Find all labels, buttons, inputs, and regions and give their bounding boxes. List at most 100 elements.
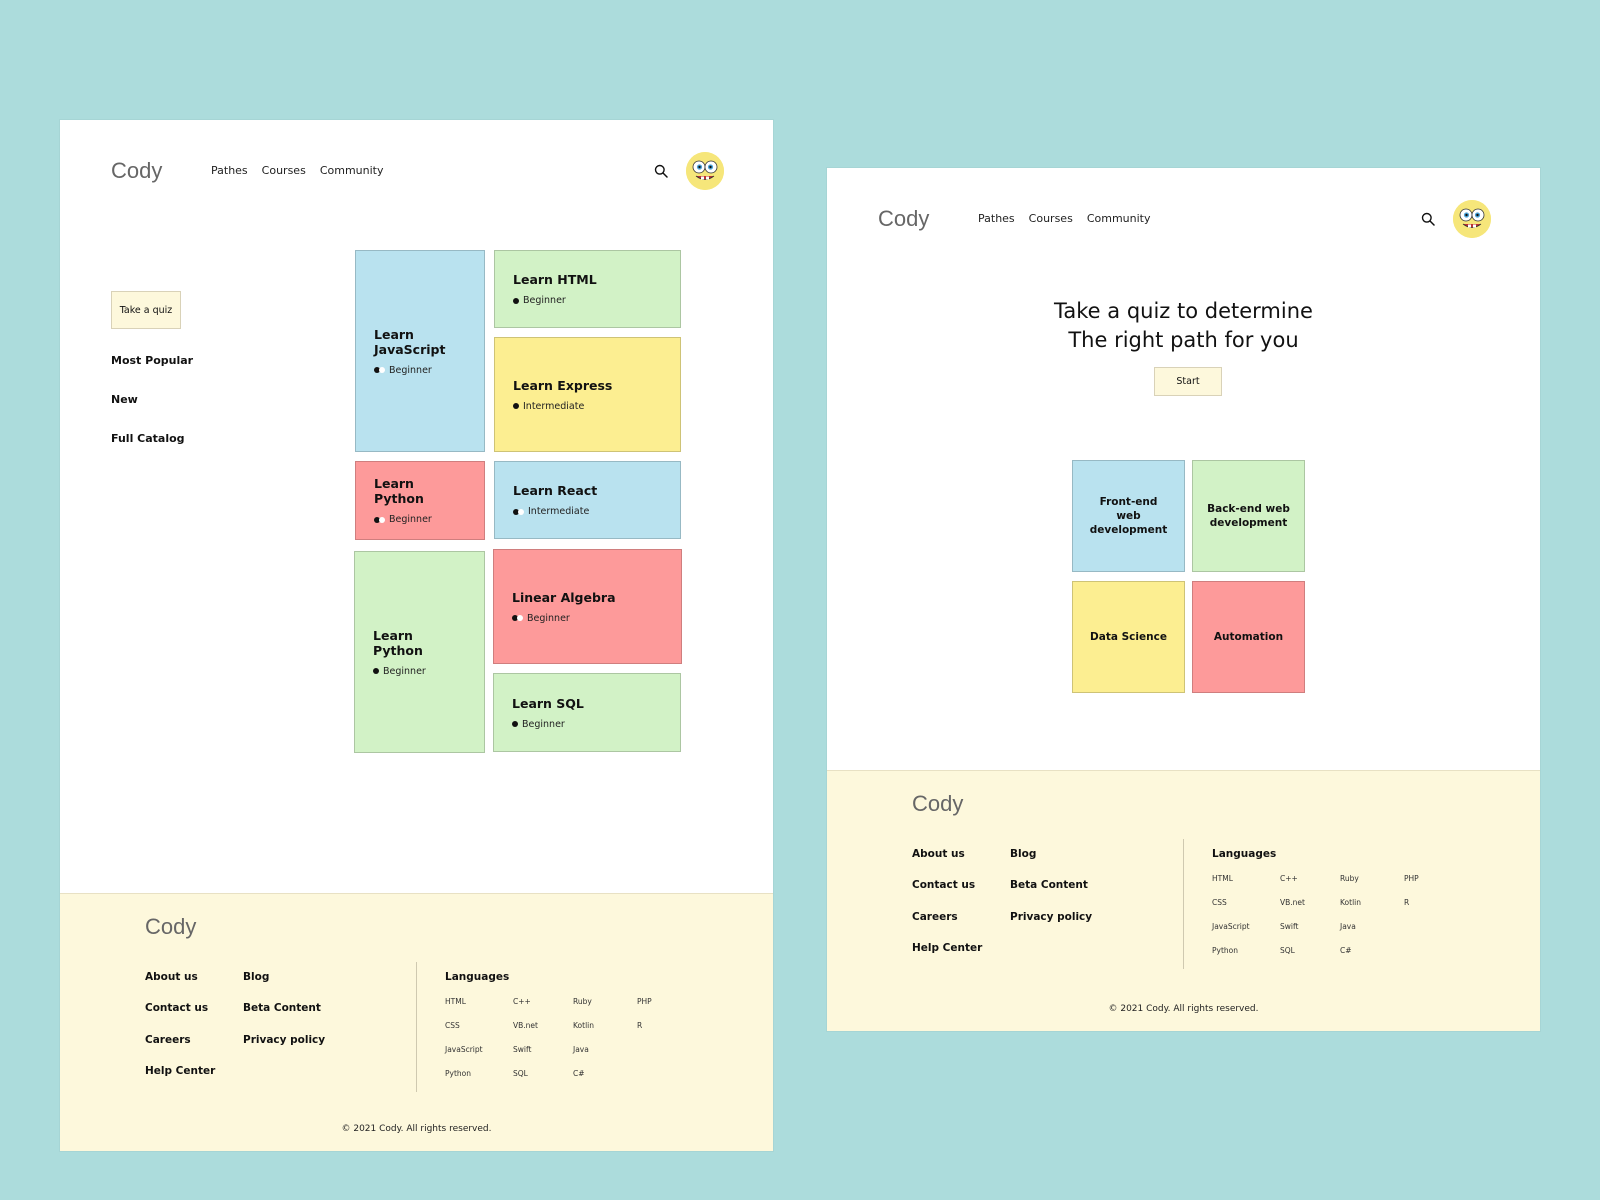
course-card[interactable]: Learn Python Beginner bbox=[355, 461, 485, 540]
course-level-label: Beginner bbox=[522, 718, 565, 730]
lang-link[interactable]: Ruby bbox=[1340, 874, 1359, 883]
lang-link[interactable]: Swift bbox=[513, 1045, 532, 1054]
level-dots-icon bbox=[373, 668, 379, 674]
course-card[interactable]: Learn HTML Beginner bbox=[494, 250, 681, 328]
lang-link[interactable]: CSS bbox=[1212, 898, 1227, 907]
footer: Cody About us Contact us Careers Help Ce… bbox=[827, 770, 1540, 1031]
lang-link[interactable]: Java bbox=[573, 1045, 589, 1054]
lang-link[interactable]: R bbox=[637, 1021, 643, 1030]
lang-link[interactable]: JavaScript bbox=[1212, 922, 1250, 931]
level-dots-icon bbox=[513, 297, 519, 304]
footer-link-careers[interactable]: Careers bbox=[912, 911, 958, 923]
course-level: Beginner bbox=[512, 613, 663, 624]
lang-link[interactable]: HTML bbox=[445, 997, 466, 1006]
course-card[interactable]: Learn Express Intermediate bbox=[494, 337, 681, 452]
footer-logo[interactable]: Cody bbox=[912, 791, 964, 816]
lang-link[interactable]: SQL bbox=[513, 1069, 528, 1078]
footer-link-beta[interactable]: Beta Content bbox=[1010, 879, 1088, 891]
side-link-full-catalog[interactable]: Full Catalog bbox=[111, 432, 185, 445]
path-card-frontend[interactable]: Front-end web development bbox=[1072, 460, 1185, 572]
nav-item-pathes[interactable]: Pathes bbox=[978, 212, 1015, 225]
footer-divider bbox=[1183, 839, 1184, 969]
logo[interactable]: Cody bbox=[878, 206, 930, 231]
course-level: Intermediate bbox=[513, 506, 662, 517]
take-quiz-button[interactable]: Take a quiz bbox=[111, 291, 181, 329]
lang-link[interactable]: Swift bbox=[1280, 922, 1299, 931]
course-title: Learn Express bbox=[513, 377, 613, 393]
course-card[interactable]: Learn SQL Beginner bbox=[493, 673, 681, 752]
course-level: Beginner bbox=[374, 365, 466, 376]
footer-link-help[interactable]: Help Center bbox=[912, 942, 983, 954]
avatar[interactable] bbox=[1453, 200, 1491, 238]
lang-link[interactable]: VB.net bbox=[1280, 898, 1305, 907]
footer-link-contact[interactable]: Contact us bbox=[912, 879, 976, 891]
lang-link[interactable]: PHP bbox=[1404, 874, 1419, 883]
footer-link-beta[interactable]: Beta Content bbox=[243, 1002, 321, 1014]
avatar-face-icon bbox=[1453, 200, 1491, 238]
lang-link[interactable]: JavaScript bbox=[445, 1045, 483, 1054]
header: Cody Pathes Courses Community bbox=[60, 120, 773, 230]
path-card-automation[interactable]: Automation bbox=[1192, 581, 1305, 693]
footer-link-blog[interactable]: Blog bbox=[1010, 848, 1037, 860]
course-card[interactable]: Learn Python Beginner bbox=[354, 551, 485, 753]
footer-link-privacy[interactable]: Privacy policy bbox=[1010, 911, 1093, 923]
copyright: © 2021 Cody. All rights reserved. bbox=[1108, 1004, 1259, 1014]
lang-link[interactable]: Kotlin bbox=[573, 1021, 594, 1030]
lang-link[interactable]: Kotlin bbox=[1340, 898, 1361, 907]
nav-item-courses[interactable]: Courses bbox=[261, 164, 306, 177]
header: Cody Pathes Courses Community bbox=[827, 168, 1540, 278]
footer-logo[interactable]: Cody bbox=[145, 914, 197, 939]
footer-link-contact[interactable]: Contact us bbox=[145, 1002, 209, 1014]
course-card[interactable]: Learn JavaScript Beginner bbox=[355, 250, 485, 452]
lang-link[interactable]: VB.net bbox=[513, 1021, 538, 1030]
course-level-label: Intermediate bbox=[523, 400, 585, 412]
avatar[interactable] bbox=[686, 152, 724, 190]
footer-link-blog[interactable]: Blog bbox=[243, 971, 270, 983]
course-title: Learn Python bbox=[373, 627, 423, 658]
lang-link[interactable]: C++ bbox=[1280, 874, 1298, 883]
lang-link[interactable]: Java bbox=[1340, 922, 1356, 931]
level-dots-icon bbox=[374, 367, 385, 373]
footer: Cody About us Contact us Careers Help Ce… bbox=[60, 893, 773, 1151]
level-dots-icon bbox=[513, 508, 524, 515]
lang-link[interactable]: C# bbox=[573, 1069, 585, 1078]
footer-link-help[interactable]: Help Center bbox=[145, 1065, 216, 1077]
footer-link-about[interactable]: About us bbox=[912, 848, 965, 860]
quiz-page: Cody Pathes Courses Community bbox=[827, 168, 1540, 1031]
course-level: Beginner bbox=[373, 666, 466, 677]
catalog-page: Cody Pathes Courses Community bbox=[60, 120, 773, 1151]
start-button[interactable]: Start bbox=[1154, 367, 1222, 396]
course-title: Learn React bbox=[513, 483, 598, 498]
lang-link[interactable]: PHP bbox=[637, 997, 652, 1006]
footer-link-about[interactable]: About us bbox=[145, 971, 198, 983]
languages-title: Languages bbox=[445, 971, 510, 983]
lang-link[interactable]: SQL bbox=[1280, 946, 1295, 955]
nav-item-community[interactable]: Community bbox=[319, 164, 384, 177]
logo[interactable]: Cody bbox=[111, 158, 163, 183]
path-card-data-science[interactable]: Data Science bbox=[1072, 581, 1185, 693]
side-link-most-popular[interactable]: Most Popular bbox=[111, 354, 194, 367]
lang-link[interactable]: C++ bbox=[513, 997, 531, 1006]
lang-link[interactable]: Python bbox=[1212, 946, 1238, 955]
lang-link[interactable]: HTML bbox=[1212, 874, 1233, 883]
footer-link-privacy[interactable]: Privacy policy bbox=[243, 1034, 326, 1046]
nav-item-pathes[interactable]: Pathes bbox=[211, 164, 248, 177]
search-icon[interactable] bbox=[1421, 212, 1435, 226]
lang-link[interactable]: CSS bbox=[445, 1021, 460, 1030]
footer-divider bbox=[416, 962, 417, 1092]
course-card[interactable]: Learn React Intermediate bbox=[494, 461, 681, 539]
search-icon[interactable] bbox=[654, 164, 668, 178]
lang-link[interactable]: R bbox=[1404, 898, 1410, 907]
lang-link[interactable]: Python bbox=[445, 1069, 471, 1078]
course-level: Beginner bbox=[513, 295, 662, 306]
course-card[interactable]: Linear Algebra Beginner bbox=[493, 549, 682, 664]
footer-link-careers[interactable]: Careers bbox=[145, 1034, 191, 1046]
nav-item-courses[interactable]: Courses bbox=[1028, 212, 1073, 225]
course-level: Beginner bbox=[374, 514, 466, 525]
lang-link[interactable]: Ruby bbox=[573, 997, 592, 1006]
nav-item-community[interactable]: Community bbox=[1086, 212, 1151, 225]
path-card-backend[interactable]: Back-end web development bbox=[1192, 460, 1305, 572]
side-link-new[interactable]: New bbox=[111, 393, 138, 406]
level-dots-icon bbox=[374, 516, 385, 523]
lang-link[interactable]: C# bbox=[1340, 946, 1352, 955]
